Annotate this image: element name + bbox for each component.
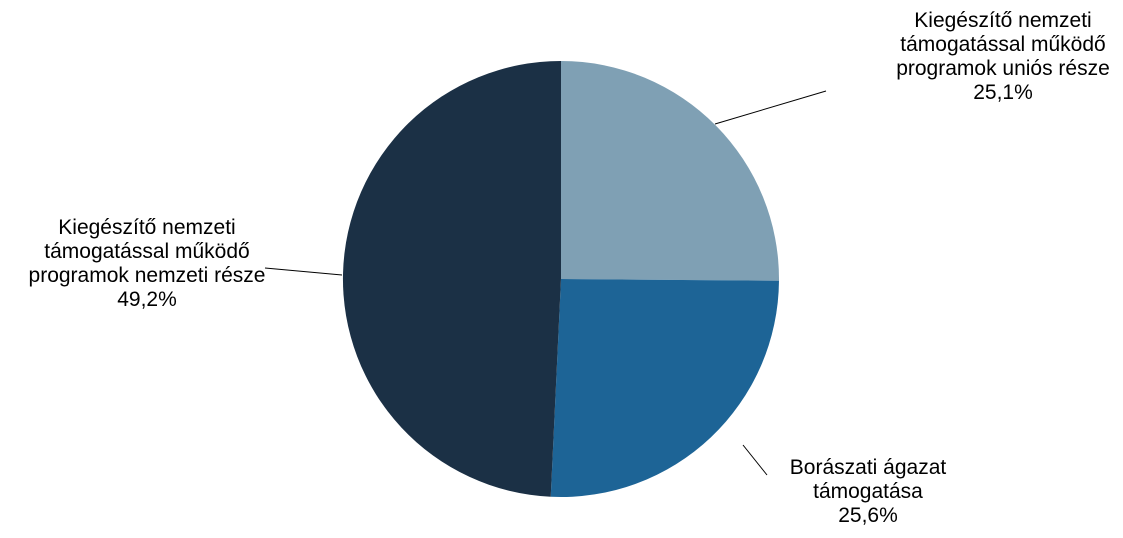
data-label-category-line: támogatással működő — [900, 33, 1105, 56]
leader-line-3 — [264, 267, 343, 276]
data-label-value: 25,6% — [838, 504, 898, 527]
data-label-category-line: Kiegészítő nemzeti — [914, 9, 1091, 32]
data-label-value: 49,2% — [117, 288, 177, 311]
data-label-category-line: Borászati ágazat — [790, 456, 947, 479]
pie-slice-2 — [550, 279, 779, 498]
leader-line-1 — [714, 90, 827, 125]
data-label-category-line: támogatása — [813, 480, 923, 503]
data-label-category-line: programok uniós része — [896, 57, 1110, 80]
leader-line-2 — [742, 444, 768, 476]
slices-layer — [342, 60, 779, 498]
data-label-category-line: programok nemzeti része — [29, 264, 266, 287]
data-label-3: Kiegészítő nemzeti támogatással működő pro… — [29, 216, 266, 311]
leader-lines-layer — [264, 90, 827, 476]
data-label-category-line: támogatással működő — [44, 240, 249, 263]
pie-slice-3 — [342, 60, 561, 497]
data-labels-layer: Kiegészítő nemzeti támogatással működő pro… — [29, 9, 1110, 527]
pie-slice-1 — [561, 61, 779, 281]
data-label-2: Borászati ágazat támogatása 25,6% — [790, 456, 947, 527]
data-label-category-line: Kiegészítő nemzeti — [58, 216, 235, 239]
data-label-1: Kiegészítő nemzeti támogatással működő pro… — [896, 9, 1110, 104]
data-label-value: 25,1% — [973, 81, 1033, 104]
